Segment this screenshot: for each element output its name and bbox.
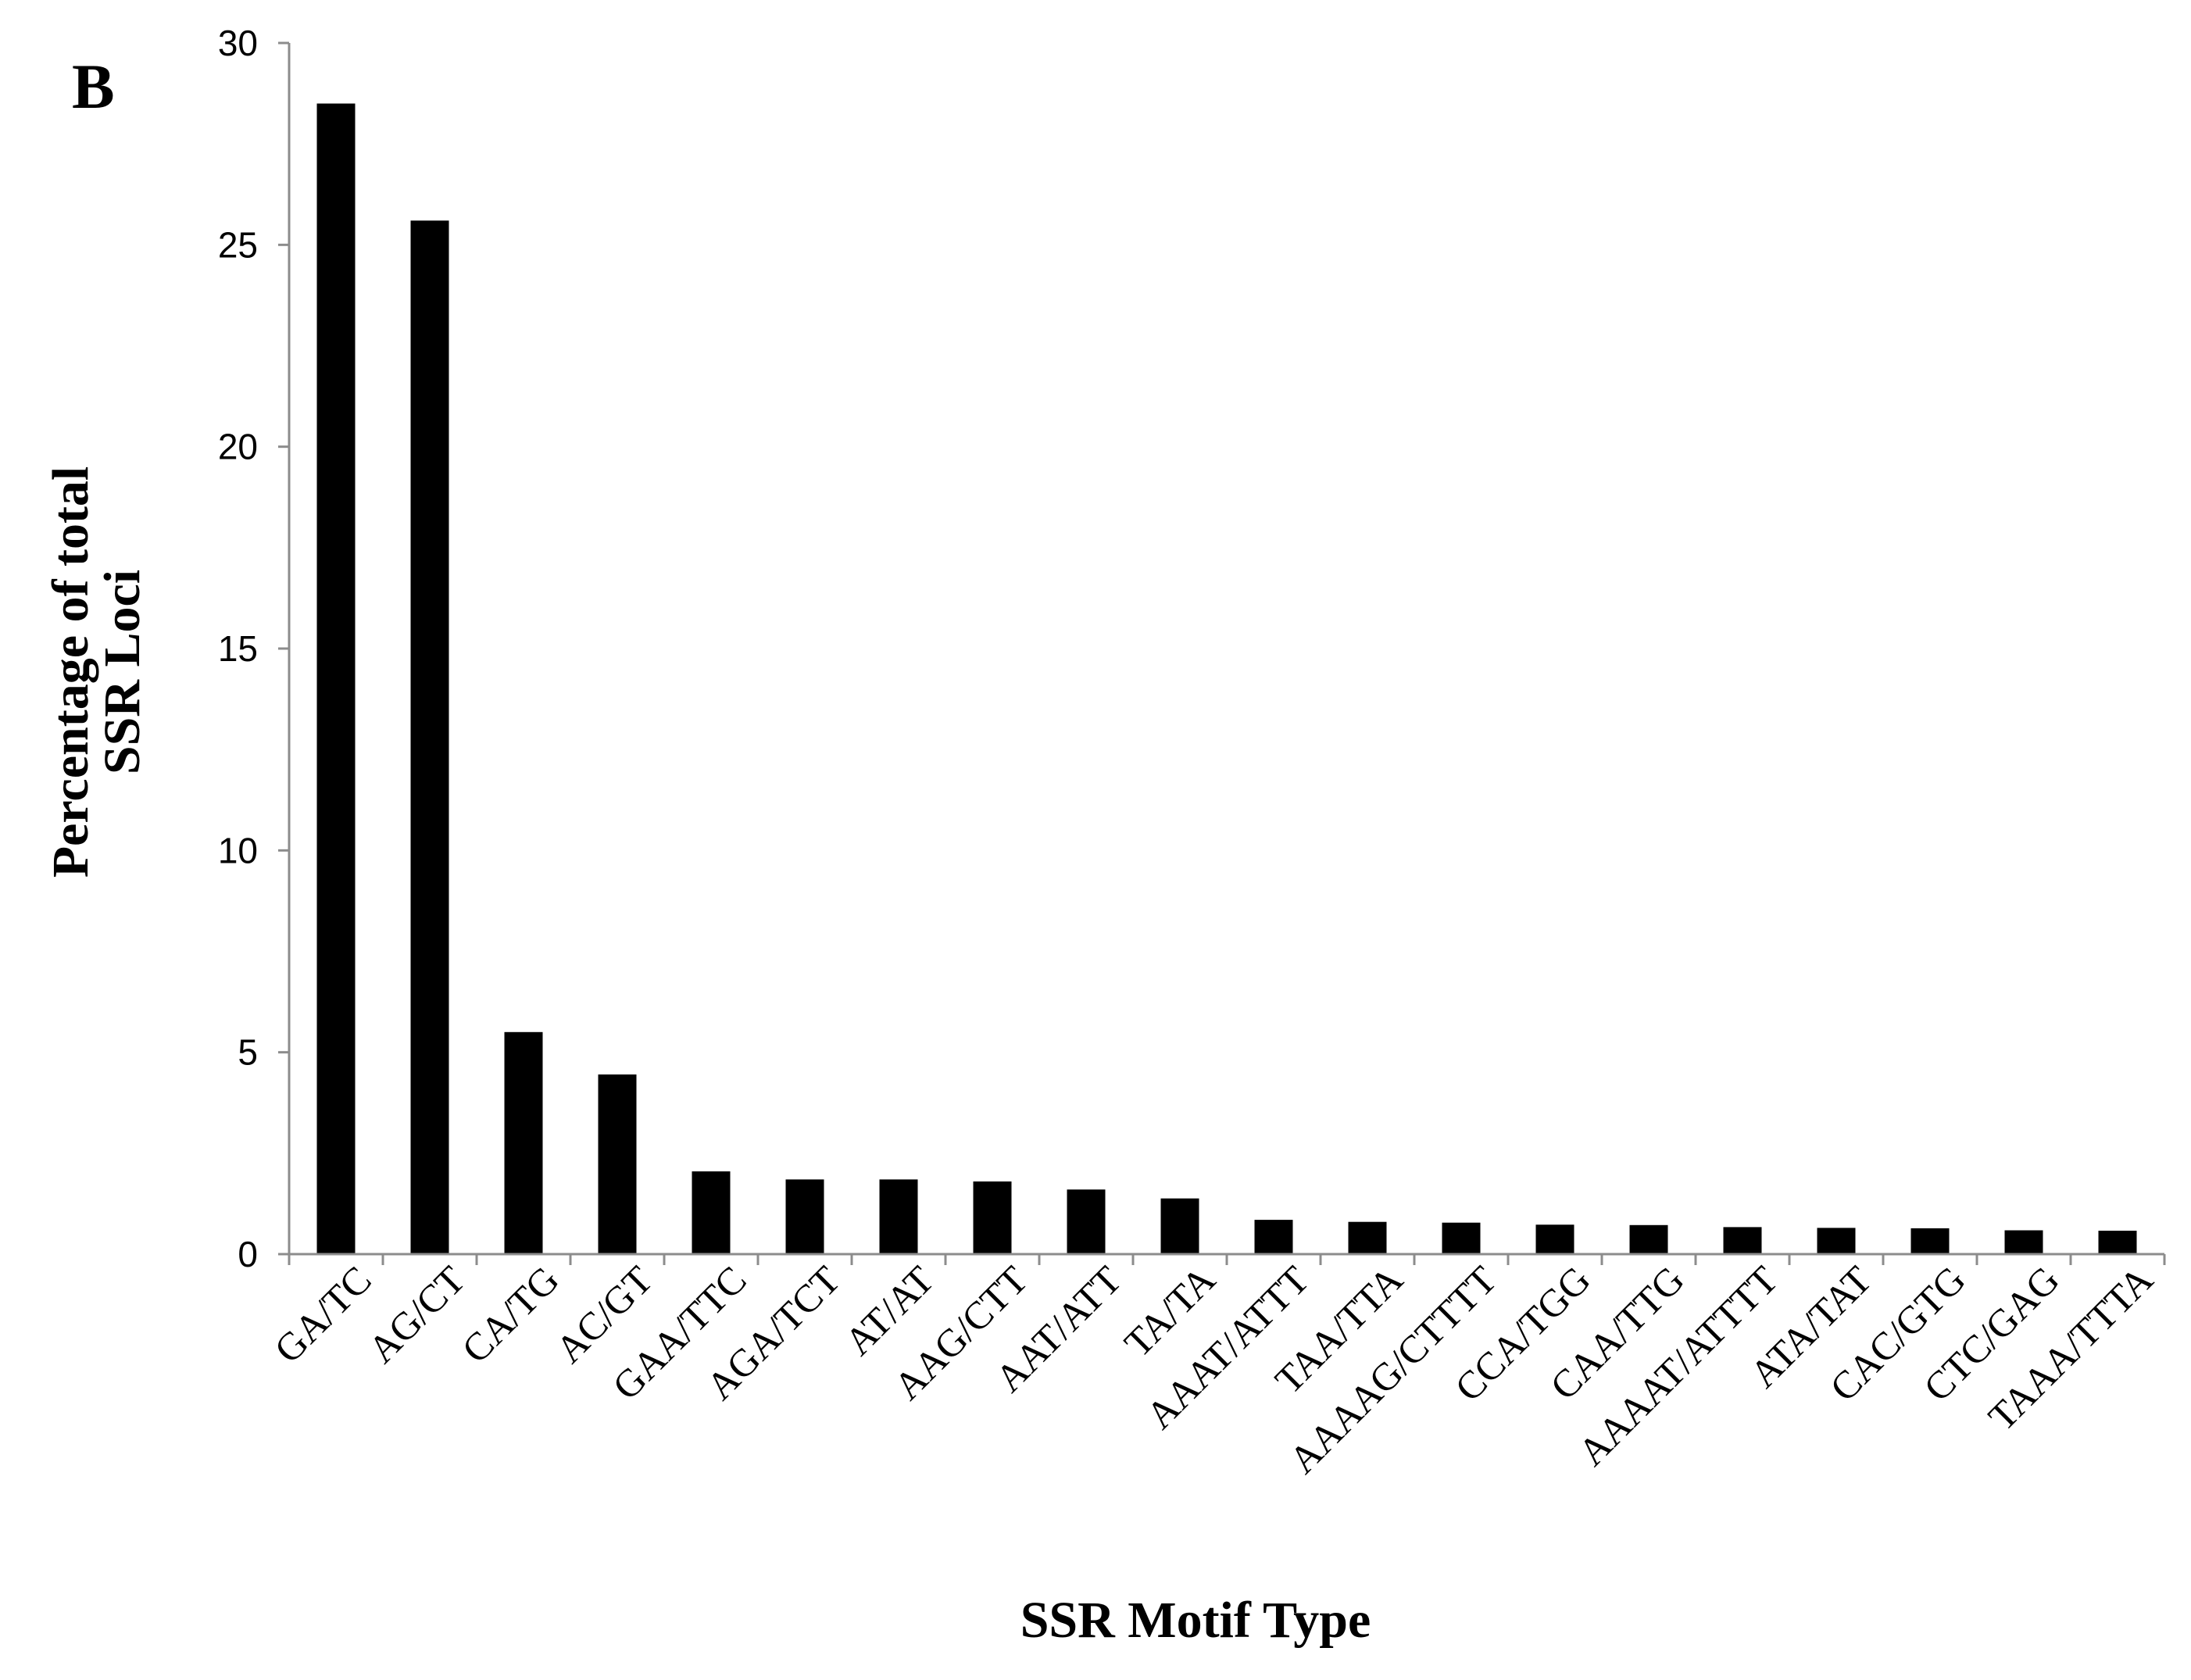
x-tick-label-0: GA/TC [266, 1257, 380, 1371]
bars-group [316, 103, 2137, 1254]
y-axis-title-line-2: SSR Loci [94, 570, 151, 774]
bar-7 [973, 1181, 1012, 1254]
bar-9 [1160, 1198, 1199, 1254]
bar-8 [1067, 1189, 1106, 1254]
bar-6 [879, 1179, 918, 1254]
y-tick-label-0: 0 [238, 1234, 258, 1274]
bar-4 [692, 1171, 731, 1254]
y-tick-label-6: 30 [218, 23, 258, 63]
axes-group [288, 43, 2164, 1256]
bar-1 [410, 220, 449, 1254]
x-axis-title: SSR Motif Type [1020, 1592, 1371, 1649]
bar-16 [1817, 1228, 1856, 1254]
bar-15 [1723, 1227, 1762, 1254]
bar-19 [2098, 1231, 2137, 1254]
bar-12 [1442, 1222, 1481, 1254]
bar-11 [1348, 1221, 1387, 1254]
y-axis-title: Percentage of total SSR Loci [42, 466, 151, 878]
x-tick-label-1: AG/CT [359, 1257, 474, 1371]
x-ticks-group: GA/TCAG/CTCA/TGAC/GTGAA/TTCAGA/TCTAT/ATA… [266, 1254, 2166, 1482]
bar-3 [598, 1074, 637, 1254]
y-tick-label-3: 15 [218, 628, 258, 669]
y-tick-label-1: 5 [238, 1032, 258, 1073]
y-tick-label-2: 10 [218, 830, 258, 870]
y-axis-title-line-1: Percentage of total [42, 466, 99, 878]
bar-13 [1535, 1224, 1574, 1254]
bar-14 [1629, 1224, 1668, 1254]
bar-0 [316, 103, 356, 1254]
bar-10 [1254, 1220, 1293, 1254]
y-ticks-group: 0 5 10 15 20 25 30 [218, 23, 289, 1274]
x-tick-label-2: CA/TG [453, 1257, 567, 1371]
bar-2 [504, 1031, 543, 1254]
y-tick-label-5: 25 [218, 224, 258, 265]
bar-18 [2004, 1230, 2043, 1254]
y-tick-label-4: 20 [218, 427, 258, 467]
panel-label: B [72, 51, 115, 122]
bar-5 [785, 1179, 824, 1254]
bar-17 [1910, 1228, 1950, 1254]
